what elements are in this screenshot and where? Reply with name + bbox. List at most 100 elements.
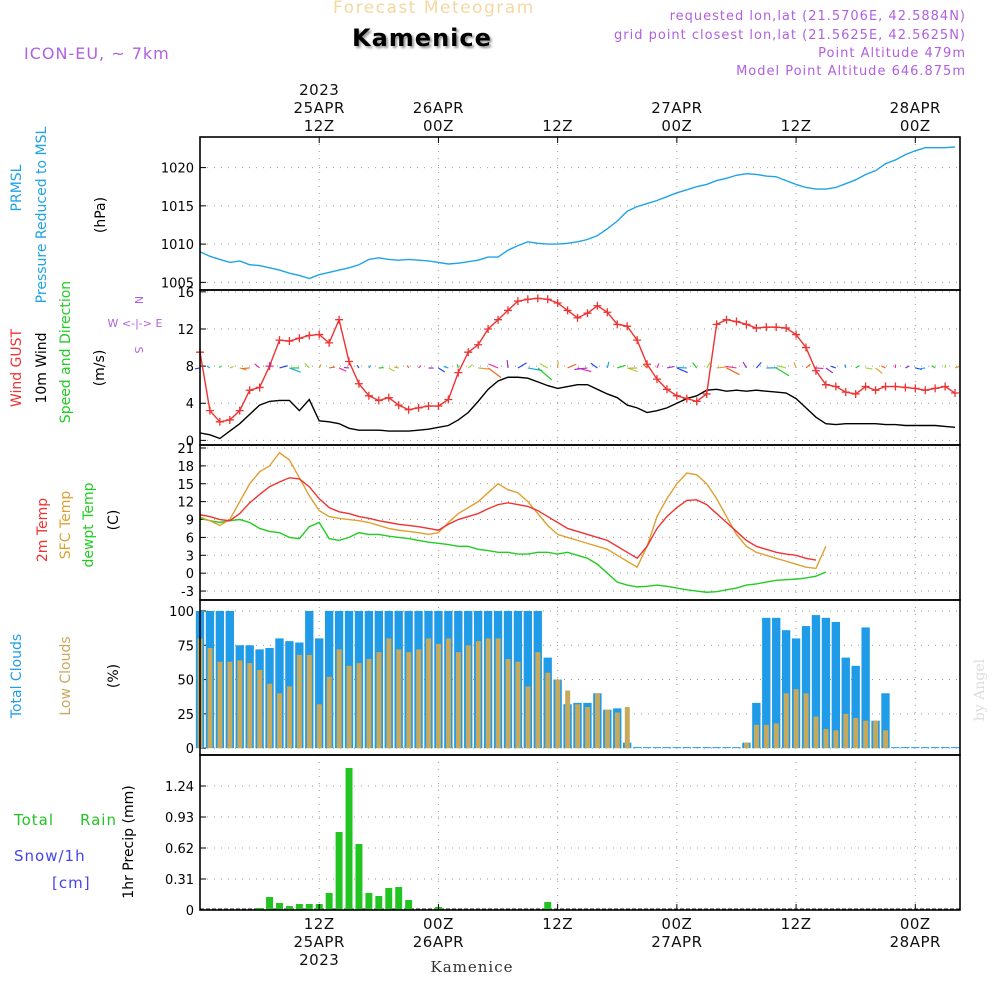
low-cloud-bar [545, 672, 551, 749]
low-clouds-label: Low Clouds [58, 636, 74, 715]
wind-ytick-label: 4 [186, 397, 194, 412]
low-cloud-bar [753, 724, 759, 749]
wind-gust-line-marker [275, 336, 284, 345]
low-cloud-bar [505, 658, 511, 749]
clouds-ytick-label: 50 [177, 674, 194, 689]
clouds-panel [195, 600, 960, 755]
wind-direction-arrow [194, 367, 201, 370]
clouds-unit: (%) [106, 664, 122, 688]
rain-bar [395, 887, 403, 910]
wind-gust-line-marker [414, 403, 423, 412]
wind-gust-line-marker [881, 382, 890, 391]
wind-gust-line-marker [503, 306, 512, 315]
precip-total-label: Total [13, 811, 54, 829]
wind-gust-label: Wind GUST [9, 328, 25, 407]
low-cloud-bar [763, 724, 769, 749]
low-cloud-bar [227, 661, 233, 749]
low-cloud-bar [624, 706, 630, 749]
precip-ytick-label: 0.93 [165, 811, 194, 826]
temperature-ytick-label: 3 [186, 549, 194, 564]
temperature-ytick-label: 9 [186, 514, 194, 529]
wind-gust-line-marker [772, 323, 781, 332]
wind-gust-line-marker [762, 323, 771, 332]
total-cloud-bar [950, 747, 960, 749]
dewpoint-line [199, 517, 827, 593]
pressure-ytick-label: 1020 [161, 162, 194, 177]
wind-gust-line-marker [205, 406, 214, 415]
precip-ytick-label: 1.24 [165, 780, 194, 795]
wind-direction-arrow [844, 364, 847, 369]
wind-gust-line-marker [513, 297, 522, 306]
low-cloud-bar [604, 709, 610, 749]
total-cloud-bar [692, 747, 701, 749]
bottom-time-label: 12Z [781, 915, 812, 933]
wind-gust-line-marker [215, 417, 224, 426]
wind-gust-line-marker [593, 301, 602, 310]
temperature-ytick-label: 12 [177, 496, 194, 511]
low-cloud-bar [485, 638, 491, 749]
location-title: Kamenice [352, 24, 492, 52]
top-time-label: 12Z [781, 117, 812, 135]
wind-ytick-label: 8 [186, 360, 194, 375]
total-cloud-bar [772, 617, 781, 749]
wind-gust-line-marker [335, 315, 344, 324]
low-cloud-bar [614, 712, 620, 749]
wind-gust-line-marker [911, 384, 920, 393]
precip-snow-unit: [cm] [52, 874, 91, 892]
total-cloud-bar [861, 627, 870, 749]
wind-gust-line-marker [752, 324, 761, 333]
rain-bar [335, 832, 343, 910]
total-cloud-bar [921, 747, 930, 749]
wind-gust-line-marker [444, 395, 453, 404]
wind-gust-line-marker [345, 357, 354, 366]
wind-gust-line-marker [931, 384, 940, 393]
top-time-label: 28APR [890, 99, 941, 117]
rain-bar [365, 893, 373, 910]
total-cloud-bar [901, 747, 910, 749]
pressure-frame [199, 136, 961, 291]
footer-location: Kamenice [431, 958, 514, 976]
low-cloud-bar [515, 661, 521, 749]
low-cloud-bar [386, 638, 392, 749]
low-cloud-bar [356, 663, 362, 749]
temperature-ytick-label: -3 [181, 585, 194, 600]
wind-label: 10m Wind [34, 332, 50, 403]
wind-gust-line-marker [891, 382, 900, 391]
low-cloud-bar [217, 661, 223, 749]
temperature-ytick-label: 21 [177, 442, 194, 457]
wind-speed-direction-label: Speed and Direction [58, 281, 74, 423]
total-cloud-bar [911, 747, 920, 749]
wind-gust-line-marker [523, 295, 532, 304]
top-time-label: 26APR [413, 99, 464, 117]
total-cloud-bar [732, 747, 741, 749]
wind-gust-line-marker [821, 380, 830, 389]
wind-gust-line-marker [474, 340, 483, 349]
precip-ytick-label: 0 [186, 904, 194, 919]
total-cloud-bar [315, 638, 324, 749]
wind-direction-arrow [706, 361, 712, 369]
low-cloud-bar [883, 730, 889, 749]
wind-direction-arrow [815, 367, 824, 370]
bottom-time-label: 2023 [299, 951, 339, 969]
pressure-ytick-label: 1015 [161, 200, 194, 215]
total-cloud-bar [642, 747, 652, 749]
wind-direction-arrow [590, 362, 598, 369]
wind-direction-arrow [716, 366, 728, 369]
wind-gust-line-marker [364, 391, 373, 400]
total-cloud-bar [662, 747, 672, 749]
total-cloud-bar [841, 657, 850, 749]
wind-direction-arrow [755, 361, 762, 369]
dewpt-temp-label: dewpt Temp [81, 482, 97, 567]
wind-speed-line [199, 376, 956, 440]
wind-direction-arrow [931, 365, 936, 369]
low-cloud-bar [773, 723, 779, 749]
total-cloud-bar [652, 747, 662, 749]
wind-gust-line-marker [315, 330, 324, 339]
total-cloud-bar [930, 747, 940, 749]
wind-gust-line-marker [672, 391, 681, 400]
wind-gust-line-marker [871, 386, 880, 395]
temperature-ytick-label: 15 [177, 478, 194, 493]
total-cloud-bar [811, 615, 821, 749]
low-cloud-bar [455, 652, 461, 749]
total-cloud-bar [762, 617, 771, 749]
